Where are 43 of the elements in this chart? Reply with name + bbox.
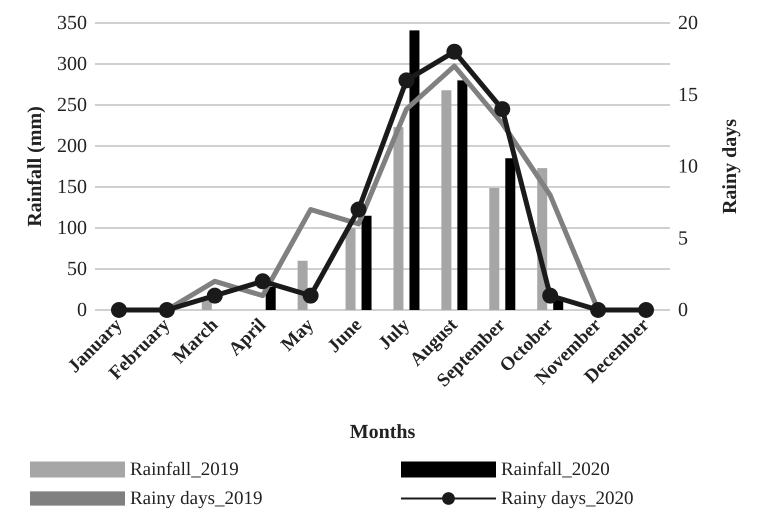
- legend-label: Rainfall_2019: [130, 459, 239, 480]
- y-tick-label: 0: [77, 299, 87, 321]
- x-axis-title: Months: [350, 421, 416, 443]
- y-tick-label: 250: [57, 94, 87, 116]
- y-tick-label: 50: [67, 258, 87, 280]
- legend-label: Rainfall_2020: [501, 459, 610, 480]
- bar: [346, 228, 356, 310]
- point: [494, 101, 510, 118]
- bar: [362, 216, 372, 310]
- legend-label: Rainy days_2019: [130, 488, 262, 509]
- bar: [457, 80, 468, 310]
- point: [206, 288, 223, 304]
- y-tick-label: 150: [57, 176, 87, 198]
- y2-tick-label: 0: [678, 299, 688, 321]
- y-tick-label: 100: [57, 217, 87, 239]
- point: [110, 302, 127, 318]
- y-axis-title: Rainfall (mm): [24, 106, 46, 227]
- y2-tick-label: 10: [678, 156, 698, 178]
- point: [398, 72, 414, 88]
- y-tick-label: 200: [57, 135, 87, 157]
- bar: [393, 127, 404, 310]
- legend-label: Rainy days_2020: [501, 488, 634, 509]
- x-tick-label: May: [277, 314, 318, 356]
- y-tick-label: 350: [57, 12, 87, 34]
- x-tick-label: June: [324, 314, 366, 358]
- y2-tick-label: 5: [678, 227, 688, 250]
- point: [590, 302, 606, 318]
- bar: [505, 158, 516, 310]
- y-tick-label: 300: [57, 53, 87, 75]
- point: [254, 273, 271, 290]
- point: [302, 288, 319, 304]
- y2-tick-label: 15: [678, 84, 698, 106]
- bar: [266, 287, 276, 310]
- y2-tick-label: 20: [678, 12, 698, 34]
- point: [638, 302, 654, 318]
- point: [350, 202, 367, 218]
- point: [158, 302, 175, 318]
- bar: [441, 90, 452, 310]
- y2-axis-title: Rainy days: [719, 118, 741, 214]
- point: [446, 44, 462, 60]
- point: [542, 288, 558, 304]
- bar: [409, 30, 420, 310]
- bar: [489, 188, 500, 310]
